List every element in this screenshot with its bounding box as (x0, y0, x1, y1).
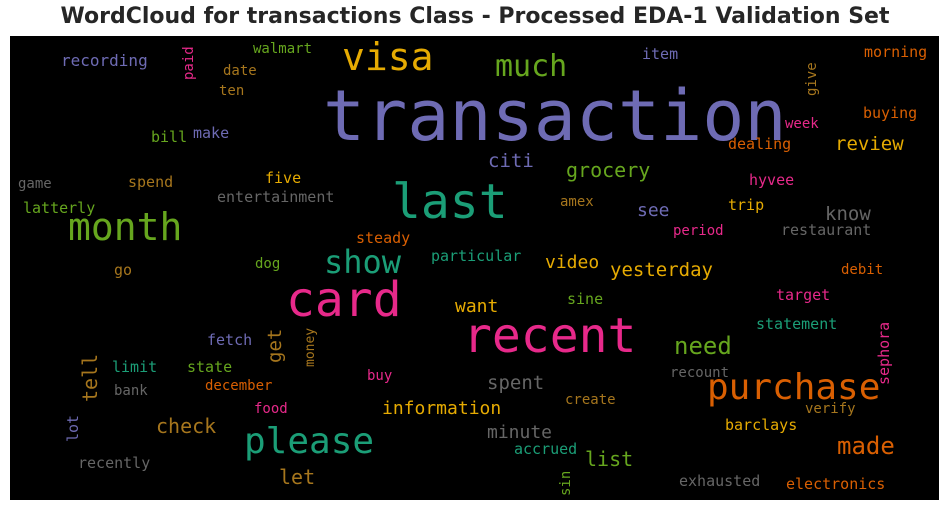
word-minute: minute (487, 422, 553, 443)
word-buying: buying (863, 104, 918, 122)
word-fetch: fetch (207, 331, 253, 349)
wordcloud-canvas: transaction recent last card visa month … (10, 36, 939, 500)
word-accrued: accrued (514, 440, 578, 458)
word-five: five (265, 169, 302, 187)
word-verify: verify (805, 401, 856, 417)
word-ten: ten (219, 83, 245, 99)
word-see: see (637, 200, 670, 221)
word-trip: trip (728, 196, 765, 214)
word-amex: amex (560, 194, 594, 210)
word-spent: spent (487, 372, 545, 394)
word-make: make (193, 124, 230, 142)
word-recent: recent (463, 308, 637, 364)
word-need: need (674, 332, 732, 360)
word-video: video (545, 252, 600, 273)
word-please: please (244, 421, 375, 462)
word-lot: lot (64, 414, 82, 442)
word-hyvee: hyvee (749, 171, 795, 189)
word-tell: tell (78, 353, 102, 402)
word-spend: spend (128, 173, 174, 191)
word-money: money (303, 327, 318, 367)
word-let: let (279, 465, 316, 489)
word-food: food (254, 401, 288, 417)
word-target: target (776, 286, 831, 304)
word-latterly: latterly (23, 199, 96, 217)
word-recently: recently (78, 454, 151, 472)
word-made: made (837, 432, 895, 460)
word-bill: bill (151, 128, 188, 146)
word-get: get (264, 328, 286, 363)
word-create: create (565, 392, 616, 408)
word-information: information (382, 398, 502, 419)
word-exhausted: exhausted (679, 472, 761, 490)
word-citi: citi (488, 150, 534, 172)
word-limit: limit (112, 358, 158, 376)
word-review: review (835, 133, 904, 155)
word-card: card (286, 272, 402, 328)
word-steady: steady (356, 229, 411, 247)
word-game: game (18, 176, 52, 192)
word-show: show (324, 243, 402, 281)
word-visa: visa (342, 36, 434, 79)
word-paid: paid (181, 46, 197, 80)
word-sine: sine (567, 290, 604, 308)
word-yesterday: yesterday (610, 259, 713, 281)
word-december: december (205, 378, 273, 394)
word-sin: sin (558, 470, 574, 496)
word-sephora: sephora (875, 321, 893, 385)
word-restaurant: restaurant (781, 221, 872, 239)
word-entertainment: entertainment (217, 188, 335, 206)
word-check: check (156, 414, 217, 438)
word-dog: dog (255, 256, 281, 272)
word-barclays: barclays (725, 416, 798, 434)
word-last: last (392, 174, 508, 230)
word-much: much (495, 49, 568, 84)
word-recount: recount (670, 365, 730, 381)
chart-title: WordCloud for transactions Class - Proce… (60, 4, 890, 29)
word-list: list (585, 447, 634, 471)
word-date: date (223, 63, 257, 79)
word-walmart: walmart (253, 41, 313, 57)
word-state: state (187, 358, 233, 376)
word-debit: debit (841, 262, 884, 278)
word-purchase: purchase (707, 367, 881, 408)
word-electronics: electronics (786, 475, 886, 493)
word-want: want (455, 296, 499, 317)
word-particular: particular (431, 247, 522, 265)
word-buy: buy (367, 368, 393, 384)
word-recording: recording (61, 51, 148, 70)
word-grocery: grocery (566, 158, 651, 182)
word-week: week (785, 116, 819, 132)
word-transaction: transaction (323, 75, 787, 157)
word-know: know (825, 203, 871, 225)
word-period: period (673, 223, 724, 239)
word-month: month (68, 205, 183, 249)
word-give: give (804, 62, 820, 96)
word-statement: statement (756, 315, 838, 333)
word-bank: bank (114, 383, 148, 399)
word-go: go (114, 261, 133, 279)
word-item: item (642, 45, 679, 63)
word-morning: morning (864, 43, 928, 61)
word-dealing: dealing (728, 135, 792, 153)
